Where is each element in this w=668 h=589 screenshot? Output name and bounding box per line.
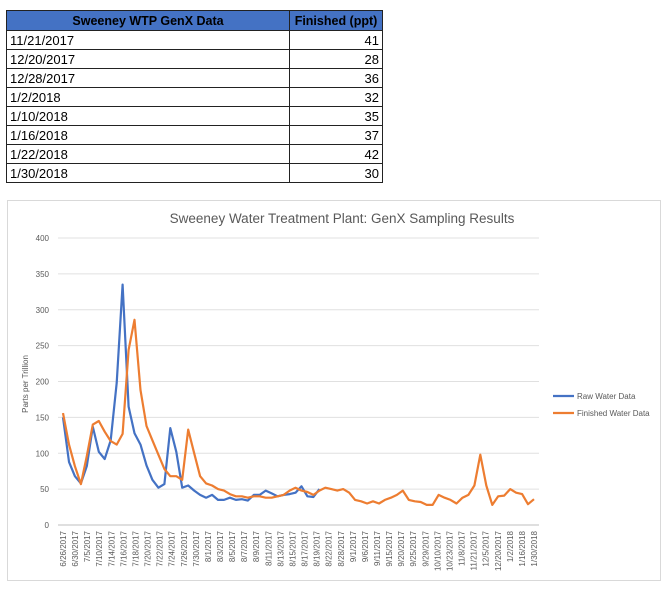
chart-container: Sweeney Water Treatment Plant: GenX Samp… — [7, 200, 661, 581]
table-cell-value: 35 — [289, 106, 383, 126]
table-cell-value: 37 — [289, 125, 383, 145]
axis-layer: 0 50 100 150 200 250 300 350 400 — [36, 234, 50, 530]
x-tick-label: 9/1/2017 — [349, 530, 358, 562]
table-row: 12/28/2017 36 — [6, 68, 383, 88]
x-tick-label: 7/26/2017 — [180, 530, 189, 566]
table-cell-value: 36 — [289, 68, 383, 88]
table-header-date: Sweeney WTP GenX Data — [6, 10, 290, 31]
x-tick-label: 8/15/2017 — [289, 530, 298, 566]
table-cell-date: 1/2/2018 — [6, 87, 290, 107]
x-tick-label: 8/1/2017 — [204, 530, 213, 562]
x-tick-label: 6/30/2017 — [71, 530, 80, 566]
table-cell-value: 42 — [289, 144, 383, 164]
x-tick-label: 1/16/2018 — [518, 530, 527, 566]
table-cell-value: 41 — [289, 30, 383, 50]
table-row: 1/30/2018 30 — [6, 163, 383, 183]
y-axis-title: Parts per Trillion — [21, 355, 30, 413]
genx-data-table: Sweeney WTP GenX Data Finished (ppt) 11/… — [6, 10, 383, 183]
x-tick-label: 12/5/2017 — [482, 530, 491, 566]
table-cell-value: 30 — [289, 163, 383, 183]
x-tick-label: 7/24/2017 — [168, 530, 177, 566]
table-cell-date: 12/28/2017 — [6, 68, 290, 88]
y-tick-label: 0 — [45, 521, 50, 530]
y-tick-label: 350 — [36, 270, 50, 279]
table-cell-date: 11/21/2017 — [6, 30, 290, 50]
x-tick-label: 9/20/2017 — [397, 530, 406, 566]
x-tick-label: 9/6/2017 — [361, 530, 370, 562]
table-row: 11/21/2017 41 — [6, 30, 383, 50]
x-tick-label: 1/30/2018 — [530, 530, 539, 566]
table-header-finished: Finished (ppt) — [289, 10, 383, 31]
table-row: 1/2/2018 32 — [6, 87, 383, 107]
raw-water-series-line — [61, 283, 321, 502]
x-tick-label: 11/21/2017 — [470, 530, 479, 570]
x-tick-label: 1/2/2018 — [506, 530, 515, 562]
table-cell-date: 1/30/2018 — [6, 163, 290, 183]
x-tick-label: 7/30/2017 — [192, 530, 201, 566]
y-tick-label: 50 — [40, 485, 49, 494]
x-tick-label: 9/29/2017 — [421, 530, 430, 566]
series-layer — [61, 283, 535, 506]
y-tick-label: 300 — [36, 306, 50, 315]
x-tick-label: 9/25/2017 — [409, 530, 418, 566]
chart-legend: Raw Water Data Finished Water Data — [553, 392, 650, 418]
table-cell-date: 1/16/2018 — [6, 125, 290, 145]
x-tick-label: 9/15/2017 — [385, 530, 394, 566]
table-row: 12/20/2017 28 — [6, 49, 383, 69]
x-tick-label: 11/8/2017 — [458, 530, 467, 566]
x-tick-label: 8/5/2017 — [228, 530, 237, 562]
table-cell-date: 12/20/2017 — [6, 49, 290, 69]
table-cell-date: 1/22/2018 — [6, 144, 290, 164]
table-cell-date: 1/10/2018 — [6, 106, 290, 126]
x-tick-label: 7/20/2017 — [144, 530, 153, 566]
table-header-row: Sweeney WTP GenX Data Finished (ppt) — [6, 10, 383, 31]
x-tick-label: 8/22/2017 — [325, 530, 334, 566]
x-tick-label: 8/7/2017 — [240, 530, 249, 562]
x-tick-label: 7/5/2017 — [83, 530, 92, 562]
y-tick-label: 100 — [36, 449, 50, 458]
x-tick-label: 10/10/2017 — [433, 530, 442, 571]
x-tick-label: 7/16/2017 — [119, 530, 128, 566]
x-tick-label: 8/13/2017 — [276, 530, 285, 566]
table-row: 1/22/2018 42 — [6, 144, 383, 164]
finished-water-series-line — [61, 318, 535, 506]
x-tick-label: 6/26/2017 — [59, 530, 68, 566]
x-tick-label: 8/9/2017 — [252, 530, 261, 562]
x-tick-label: 8/3/2017 — [216, 530, 225, 562]
x-tick-label: 7/10/2017 — [95, 530, 104, 566]
y-tick-label: 250 — [36, 342, 50, 351]
x-tick-label: 8/17/2017 — [301, 530, 310, 566]
table-cell-value: 28 — [289, 49, 383, 69]
x-tick-label: 8/28/2017 — [337, 530, 346, 566]
grid-layer — [58, 237, 539, 526]
x-tick-label: 9/11/2017 — [373, 530, 382, 566]
x-tick-label: 10/23/2017 — [446, 530, 455, 571]
x-tick-labels: 6/26/2017 6/30/2017 7/5/2017 7/10/2017 7/14/… — [59, 530, 539, 571]
legend-label: Raw Water Data — [577, 392, 636, 401]
genx-line-chart: Sweeney Water Treatment Plant: GenX Samp… — [21, 211, 650, 571]
y-tick-label: 200 — [36, 378, 50, 387]
x-tick-label: 7/14/2017 — [107, 530, 116, 566]
x-tick-label: 12/20/2017 — [494, 530, 503, 571]
x-tick-label: 7/22/2017 — [156, 530, 165, 566]
table-row: 1/16/2018 37 — [6, 125, 383, 145]
y-tick-label: 400 — [36, 234, 50, 243]
table-row: 1/10/2018 35 — [6, 106, 383, 126]
chart-title: Sweeney Water Treatment Plant: GenX Samp… — [170, 211, 515, 226]
x-tick-label: 7/18/2017 — [132, 530, 141, 566]
y-tick-label: 150 — [36, 413, 50, 422]
x-tick-label: 8/11/2017 — [264, 530, 273, 566]
x-tick-label: 8/19/2017 — [313, 530, 322, 566]
table-cell-value: 32 — [289, 87, 383, 107]
legend-label: Finished Water Data — [577, 409, 650, 418]
